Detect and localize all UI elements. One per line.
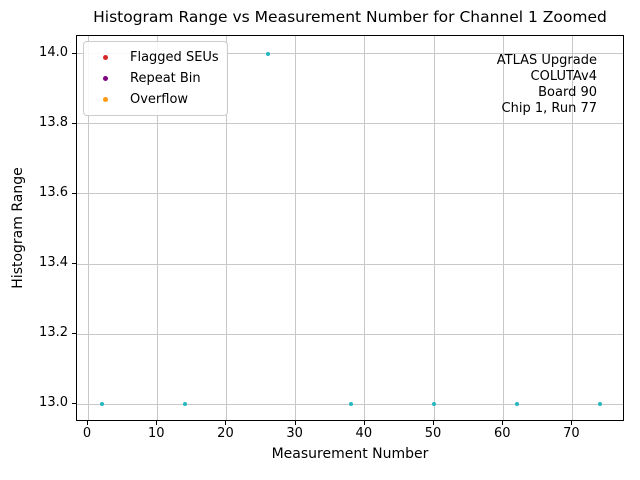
x-tick-label: 20 xyxy=(217,426,234,441)
x-tick-label: 70 xyxy=(563,426,580,441)
y-gridline xyxy=(77,333,623,335)
y-gridline xyxy=(77,263,623,265)
x-tick-label: 10 xyxy=(147,426,165,441)
x-tick xyxy=(502,421,504,425)
x-gridline xyxy=(87,36,89,420)
legend: Flagged SEUs Repeat Bin Overflow xyxy=(83,41,228,116)
y-tick-label: 13.6 xyxy=(39,184,68,200)
y-tick xyxy=(72,403,76,405)
legend-label: Repeat Bin xyxy=(130,71,201,86)
repeat-bin-marker-icon xyxy=(103,76,108,81)
data-point xyxy=(515,402,520,407)
y-tick-label: 13.0 xyxy=(39,395,68,411)
annotation: ATLAS Upgrade COLUTAv4 Board 90 Chip 1, … xyxy=(497,53,597,117)
y-tick-label: 14.0 xyxy=(39,44,68,60)
data-point xyxy=(349,402,353,407)
x-tick-label: 50 xyxy=(424,426,442,441)
x-gridline xyxy=(156,36,158,420)
y-tick xyxy=(72,122,76,124)
legend-entry-overflow: Overflow xyxy=(84,89,227,110)
y-tick xyxy=(72,263,76,265)
x-tick xyxy=(225,421,227,425)
x-gridline xyxy=(364,36,366,420)
x-tick-label: 30 xyxy=(286,426,303,441)
annotation-line: COLUTAv4 xyxy=(530,69,597,84)
plot-area: Flagged SEUs Repeat Bin Overflow ATLAS U… xyxy=(76,35,624,421)
y-tick xyxy=(72,333,76,335)
data-point xyxy=(598,402,603,407)
x-tick xyxy=(294,421,296,425)
y-axis-label: Histogram Range xyxy=(10,167,26,289)
data-point xyxy=(99,402,104,407)
y-gridline xyxy=(77,193,623,195)
flagged-seus-marker-icon xyxy=(103,55,108,60)
x-tick-label: 40 xyxy=(355,426,373,441)
x-tick xyxy=(156,421,158,425)
x-tick xyxy=(571,421,573,425)
legend-entry-repeat-bin: Repeat Bin xyxy=(84,68,227,89)
x-tick-label: 0 xyxy=(82,426,92,441)
x-gridline xyxy=(295,36,297,420)
x-gridline xyxy=(225,36,227,420)
overflow-marker-icon xyxy=(103,97,108,102)
y-gridline xyxy=(77,53,623,55)
annotation-line: Board 90 xyxy=(538,85,597,100)
chart-title: Histogram Range vs Measurement Number fo… xyxy=(93,8,607,26)
x-tick-label: 60 xyxy=(493,426,511,441)
legend-label: Overflow xyxy=(130,92,189,107)
y-tick xyxy=(72,52,76,54)
legend-label: Flagged SEUs xyxy=(130,50,219,65)
data-point xyxy=(432,402,437,407)
y-tick-label: 13.4 xyxy=(39,255,68,271)
y-tick-label: 13.8 xyxy=(39,114,68,130)
annotation-line: ATLAS Upgrade xyxy=(496,53,597,68)
x-gridline xyxy=(571,36,573,420)
legend-entry-flagged-seus: Flagged SEUs xyxy=(84,47,227,68)
x-tick xyxy=(87,421,89,425)
y-tick xyxy=(72,192,76,194)
y-tick-label: 13.2 xyxy=(39,325,68,341)
data-point xyxy=(265,51,270,56)
x-axis-label: Measurement Number xyxy=(271,446,429,462)
x-gridline xyxy=(502,36,504,420)
x-tick xyxy=(433,421,435,425)
x-tick xyxy=(363,421,365,425)
data-point xyxy=(182,402,187,407)
annotation-line: Chip 1, Run 77 xyxy=(501,101,597,116)
y-gridline xyxy=(77,123,623,125)
x-gridline xyxy=(433,36,435,420)
